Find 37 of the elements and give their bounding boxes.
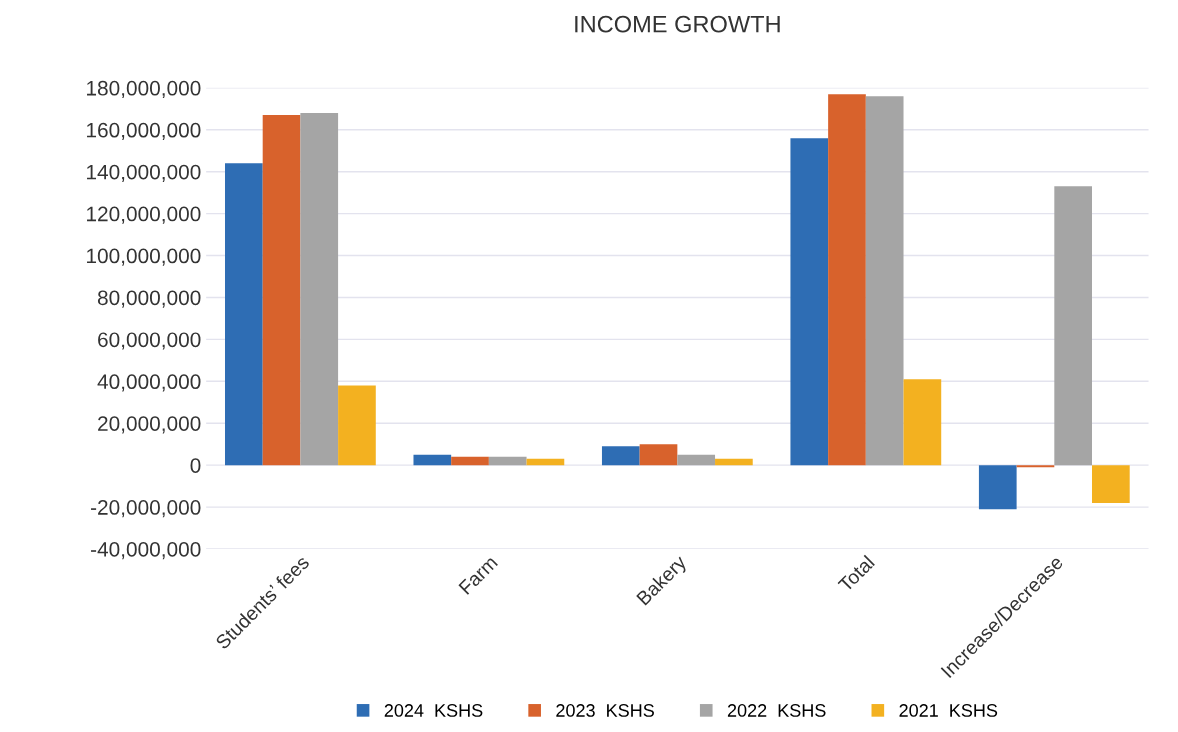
y-tick-label: 140,000,000 <box>87 164 201 182</box>
bar <box>413 454 452 466</box>
legend-label: 2021 KSHS <box>899 704 998 717</box>
y-tick-label: 40,000,000 <box>97 374 201 392</box>
bar <box>526 458 565 466</box>
bar <box>978 465 1017 510</box>
bar <box>1092 465 1130 503</box>
bar <box>451 456 489 466</box>
bar <box>1054 186 1093 466</box>
y-tick-label: -20,000,000 <box>91 500 201 518</box>
bar <box>225 163 263 466</box>
y-tick-label: 20,000,000 <box>98 416 201 434</box>
y-tick-label: 160,000,000 <box>87 122 201 140</box>
bar <box>828 94 866 466</box>
y-tick-label: 100,000,000 <box>87 248 201 266</box>
bar <box>1016 465 1055 468</box>
y-tick-label: 80,000,000 <box>97 290 201 308</box>
legend-label: 2023 KSHS <box>556 704 654 717</box>
y-tick-label: 0 <box>190 458 201 473</box>
bar <box>677 454 716 466</box>
y-tick-label: 120,000,000 <box>87 206 201 224</box>
bar <box>639 444 678 466</box>
y-tick-label: -40,000,000 <box>91 542 201 560</box>
bar <box>715 458 753 466</box>
bar <box>601 446 640 466</box>
bar <box>865 96 904 466</box>
chart-title: INCOME GROWTH <box>575 15 780 33</box>
y-tick-label: 60,000,000 <box>98 332 201 350</box>
bar <box>790 138 829 466</box>
legend-label: 2024 KSHS <box>384 704 483 717</box>
bar <box>903 379 942 466</box>
legend-label: 2022 KSHS <box>727 704 826 717</box>
bar <box>488 456 527 466</box>
bar <box>338 385 376 466</box>
bar <box>262 115 301 466</box>
bar <box>300 112 339 466</box>
y-tick-label: 180,000,000 <box>87 80 201 99</box>
